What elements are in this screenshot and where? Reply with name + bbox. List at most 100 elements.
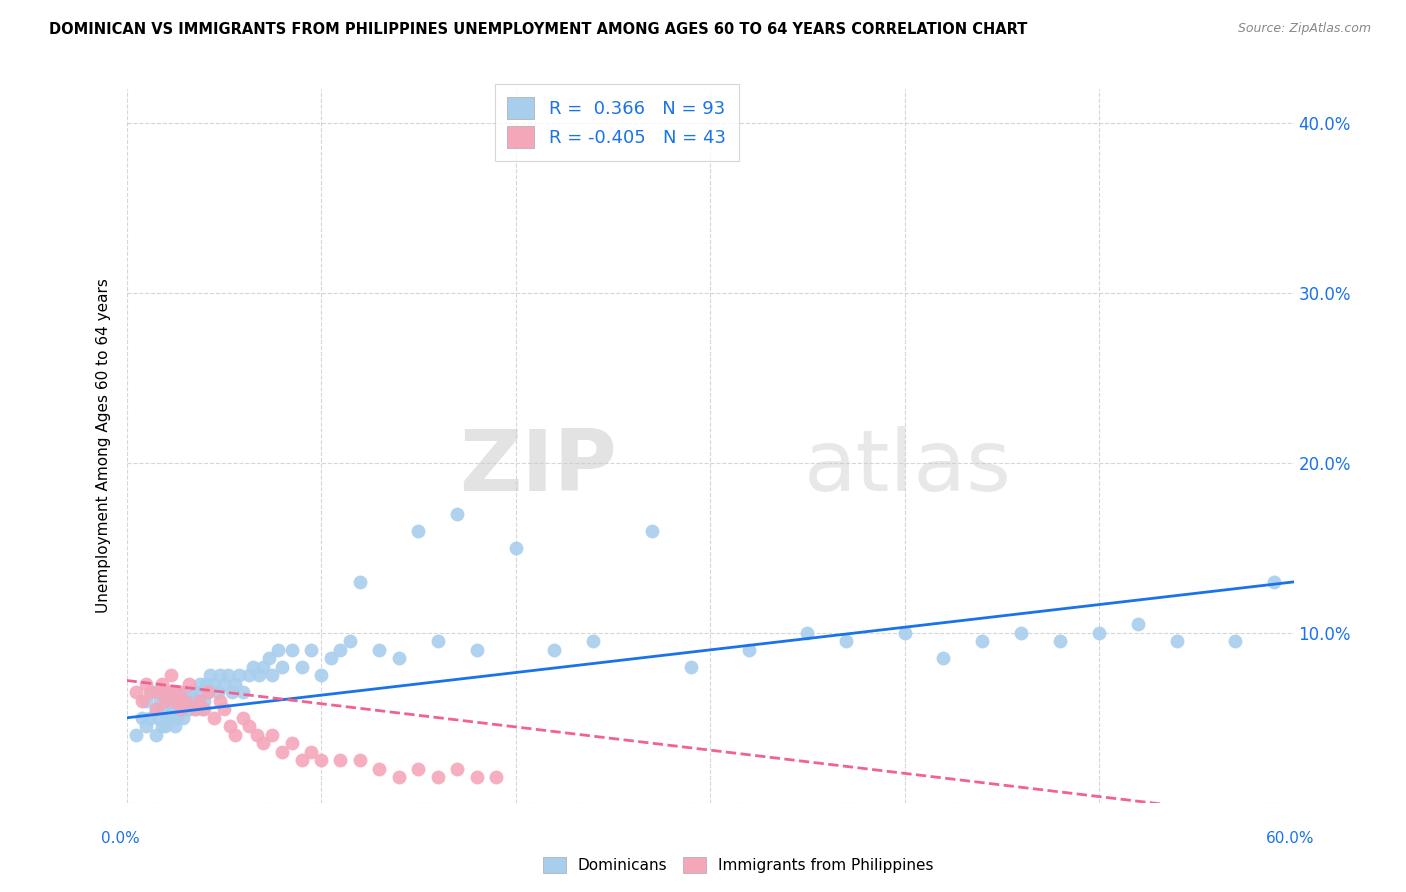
Point — [191, 702, 214, 716]
Point — [139, 711, 162, 725]
Point — [972, 634, 994, 648]
Point — [218, 719, 240, 733]
Point — [207, 685, 229, 699]
Point — [641, 524, 664, 538]
Point — [187, 694, 209, 708]
Point — [160, 711, 183, 725]
Point — [176, 694, 198, 708]
Point — [505, 541, 527, 555]
Point — [155, 719, 177, 733]
Point — [212, 702, 235, 716]
Point — [183, 702, 205, 716]
Point — [238, 668, 260, 682]
Point — [165, 694, 187, 708]
Point — [177, 702, 200, 716]
Point — [267, 643, 290, 657]
Point — [193, 694, 215, 708]
Point — [1010, 626, 1032, 640]
Point — [1126, 617, 1149, 632]
Point — [257, 651, 280, 665]
Point — [246, 728, 269, 742]
Point — [162, 685, 184, 699]
Legend: R =  0.366   N = 93, R = -0.405   N = 43: R = 0.366 N = 93, R = -0.405 N = 43 — [495, 84, 738, 161]
Point — [131, 694, 153, 708]
Point — [252, 736, 274, 750]
Point — [299, 745, 322, 759]
Point — [281, 643, 304, 657]
Point — [446, 762, 468, 776]
Point — [149, 685, 172, 699]
Point — [408, 524, 430, 538]
Point — [426, 634, 449, 648]
Point — [174, 702, 197, 716]
Point — [281, 736, 304, 750]
Point — [177, 677, 200, 691]
Point — [426, 770, 449, 784]
Point — [157, 702, 180, 716]
Point — [198, 668, 221, 682]
Point — [465, 770, 488, 784]
Point — [388, 770, 411, 784]
Point — [247, 668, 270, 682]
Point — [408, 762, 430, 776]
Point — [221, 685, 243, 699]
Point — [208, 694, 231, 708]
Text: 60.0%: 60.0% — [1267, 831, 1315, 846]
Point — [1263, 574, 1285, 589]
Point — [170, 702, 193, 716]
Point — [157, 685, 180, 699]
Point — [152, 685, 174, 699]
Point — [197, 685, 219, 699]
Point — [149, 694, 172, 708]
Point — [309, 753, 332, 767]
Point — [1166, 634, 1188, 648]
Point — [290, 753, 312, 767]
Point — [174, 685, 197, 699]
Point — [155, 694, 177, 708]
Point — [446, 507, 468, 521]
Point — [180, 685, 202, 699]
Point — [319, 651, 342, 665]
Point — [329, 753, 352, 767]
Point — [349, 753, 371, 767]
Point — [465, 643, 488, 657]
Point — [329, 643, 352, 657]
Point — [262, 728, 284, 742]
Point — [162, 702, 184, 716]
Point — [165, 719, 187, 733]
Point — [167, 685, 190, 699]
Point — [139, 685, 162, 699]
Point — [238, 719, 260, 733]
Point — [160, 668, 183, 682]
Text: atlas: atlas — [803, 425, 1011, 509]
Point — [172, 711, 194, 725]
Point — [145, 728, 167, 742]
Point — [543, 643, 565, 657]
Point — [299, 643, 322, 657]
Point — [165, 694, 187, 708]
Point — [181, 694, 204, 708]
Point — [125, 685, 148, 699]
Point — [202, 711, 225, 725]
Point — [146, 711, 169, 725]
Point — [228, 668, 250, 682]
Point — [156, 711, 179, 725]
Point — [1049, 634, 1071, 648]
Point — [135, 694, 157, 708]
Point — [193, 702, 215, 716]
Point — [157, 694, 180, 708]
Point — [252, 660, 274, 674]
Point — [242, 660, 264, 674]
Point — [150, 719, 173, 733]
Text: ZIP: ZIP — [458, 425, 617, 509]
Point — [202, 677, 225, 691]
Point — [217, 668, 239, 682]
Point — [145, 702, 167, 716]
Point — [135, 677, 157, 691]
Point — [145, 702, 167, 716]
Point — [388, 651, 411, 665]
Point — [893, 626, 915, 640]
Point — [190, 677, 212, 691]
Point — [150, 702, 173, 716]
Point — [679, 660, 702, 674]
